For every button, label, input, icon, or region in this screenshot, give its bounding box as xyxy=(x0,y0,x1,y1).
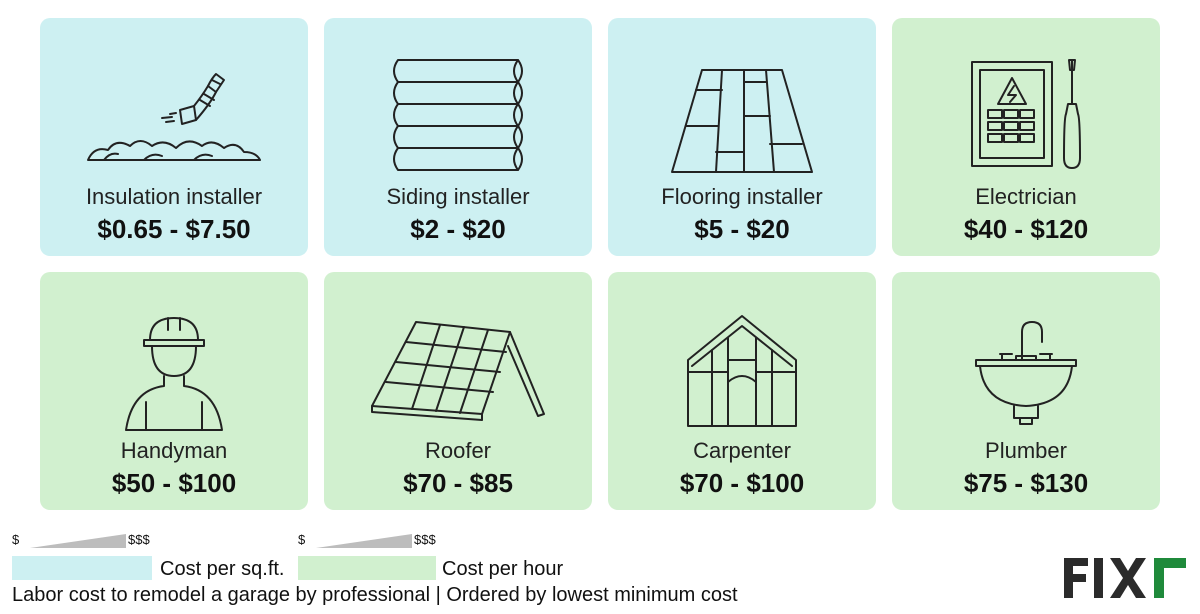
card-title: Electrician xyxy=(975,184,1077,209)
card-title: Siding installer xyxy=(386,184,530,209)
card-title: Roofer xyxy=(424,438,492,463)
card-flooring-installer: Flooring installer $5 - $20 xyxy=(608,18,876,256)
legend-label-hour: Cost per hour xyxy=(442,558,564,580)
card-electrician: Electrician $40 - $120 xyxy=(892,18,1160,256)
card-carpenter: Carpenter $70 - $100 xyxy=(608,272,876,510)
electric-panel-icon xyxy=(971,59,1081,169)
card-price: $50 - $100 xyxy=(111,468,237,498)
legend-swatch-hour xyxy=(298,556,436,580)
caption: Labor cost to remodel a garage by profes… xyxy=(12,584,738,606)
card-plumber: Plumber $75 - $130 xyxy=(892,272,1160,510)
legend-label-sqft: Cost per sq.ft. xyxy=(160,558,285,580)
roof-icon xyxy=(371,321,545,421)
card-handyman: Handyman $50 - $100 xyxy=(40,272,308,510)
siding-icon xyxy=(393,59,523,171)
cost-scale-wedge-icon xyxy=(316,534,412,548)
card-insulation-installer: Insulation installer $0.65 - $7.50 xyxy=(40,18,308,256)
house-frame-icon xyxy=(687,315,797,427)
sink-icon xyxy=(975,321,1077,425)
flooring-icon xyxy=(671,69,813,173)
fixr-logo xyxy=(1064,558,1186,598)
card-siding-installer: Siding installer $2 - $20 xyxy=(324,18,592,256)
legend-low-symbol: $ xyxy=(298,532,306,547)
card-price: $70 - $100 xyxy=(679,468,805,498)
worker-hardhat-icon xyxy=(125,317,223,431)
cost-scale-wedge-icon xyxy=(30,534,126,548)
legend-high-symbol: $$$ xyxy=(414,532,436,547)
card-price: $40 - $120 xyxy=(963,214,1089,244)
card-price: $0.65 - $7.50 xyxy=(97,214,251,244)
insulation-icon xyxy=(87,73,261,161)
card-price: $2 - $20 xyxy=(410,214,506,244)
card-price: $70 - $85 xyxy=(403,468,513,498)
card-title: Carpenter xyxy=(693,438,791,463)
legend-high-symbol: $$$ xyxy=(128,532,150,547)
card-price: $75 - $130 xyxy=(963,468,1089,498)
card-title: Handyman xyxy=(120,438,228,463)
card-roofer: Roofer $70 - $85 xyxy=(324,272,592,510)
professional-cost-grid: Insulation installer $0.65 - $7.50 Sidin… xyxy=(40,18,1160,510)
card-title: Plumber xyxy=(985,438,1067,463)
card-title: Insulation installer xyxy=(85,184,263,209)
card-title: Flooring installer xyxy=(661,184,823,209)
legend-low-symbol: $ xyxy=(12,532,20,547)
legend-swatch-sqft xyxy=(12,556,152,580)
card-price: $5 - $20 xyxy=(694,214,790,244)
